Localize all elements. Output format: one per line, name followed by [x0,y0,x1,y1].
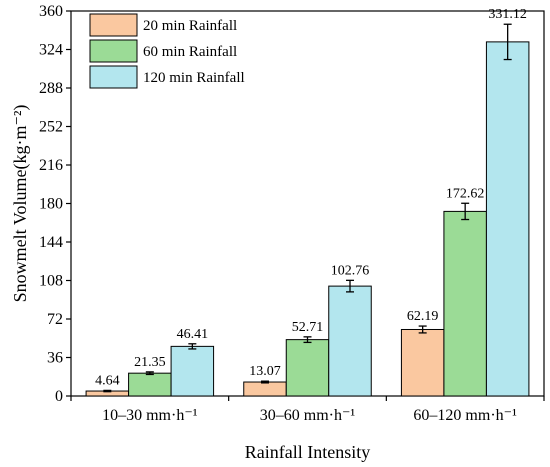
data-labels-group: 4.64 13.07 62.19 21.35 52.71 172.62 46.41 102.7… [95,7,527,388]
y-axis-title: Snowmelt Volume(kg·m⁻²) [10,105,31,303]
legend-label: 120 min Rainfall [143,70,245,86]
bars-group [85,23,530,397]
data-label: 331.12 [488,7,527,22]
bar [443,210,487,397]
legend-label: 20 min Rainfall [143,18,237,34]
data-label: 102.76 [331,263,370,278]
y-tick-label: 216 [39,157,63,174]
y-tick-label: 144 [39,234,63,251]
y-tick-label: 36 [47,350,63,367]
bar [128,372,172,397]
y-tick-label: 252 [39,119,63,136]
y-tick-label: 288 [39,80,63,97]
data-label: 46.41 [177,327,209,342]
legend: 20 min Rainfall 60 min Rainfall 120 min Ra… [89,13,245,89]
legend-swatch [89,39,138,63]
data-label: 62.19 [407,309,439,324]
data-label: 52.71 [292,320,324,335]
data-label: 21.35 [134,355,166,370]
y-tick-label: 360 [39,3,63,20]
x-tick-label: 60–120 mm·h⁻¹ [413,407,517,424]
data-label: 172.62 [446,186,485,201]
y-tick-label: 180 [39,196,63,213]
y-tick-label: 324 [39,42,63,59]
bar [170,345,215,397]
legend-swatch [89,65,138,89]
y-tick-label: 0 [55,388,63,405]
legend-label: 60 min Rainfall [143,44,237,60]
bar [485,41,530,397]
x-tick-label: 30–60 mm·h⁻¹ [260,407,356,424]
data-label: 13.07 [249,364,281,379]
bar [243,381,287,397]
data-label: 4.64 [95,373,120,388]
y-tick-label: 108 [39,273,63,290]
legend-swatch [89,13,138,37]
bar [328,285,372,397]
x-tick-label: 10–30 mm·h⁻¹ [102,407,198,424]
y-tick-label: 72 [47,311,63,328]
axes-group: 0 36 72 108 144 180 216 252 288 324 360 10–30 mm·h⁻… [39,3,545,424]
bar [400,328,445,397]
bar [285,339,330,397]
x-axis-title: Rainfall Intensity [245,442,370,462]
